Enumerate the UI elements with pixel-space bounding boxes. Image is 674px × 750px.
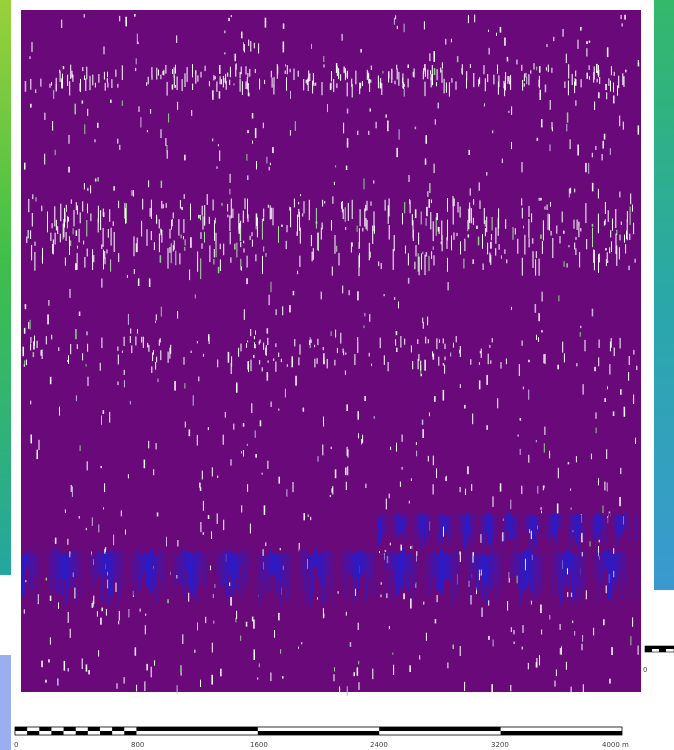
- scale-bar: 0 800 1600 2400 3200 4000 m: [14, 726, 629, 749]
- scale-tick-4000: 4000 m: [602, 741, 629, 749]
- left-side-panel: [0, 655, 11, 750]
- blue-stripe-band: [22, 512, 637, 607]
- scale-tick-2400: 2400: [370, 741, 388, 749]
- scale-tick-0: 0: [14, 741, 18, 749]
- scale-tick-3200: 3200: [491, 741, 509, 749]
- right-terrain-strip: [654, 0, 674, 590]
- scale-tick-800: 800: [131, 741, 144, 749]
- left-terrain-strip: [0, 0, 11, 575]
- sonar-artifacts: [22, 14, 640, 696]
- mini-scale-label: 0: [643, 666, 647, 674]
- mini-scale-bar: 0: [642, 642, 674, 680]
- scale-tick-1600: 1600: [250, 741, 268, 749]
